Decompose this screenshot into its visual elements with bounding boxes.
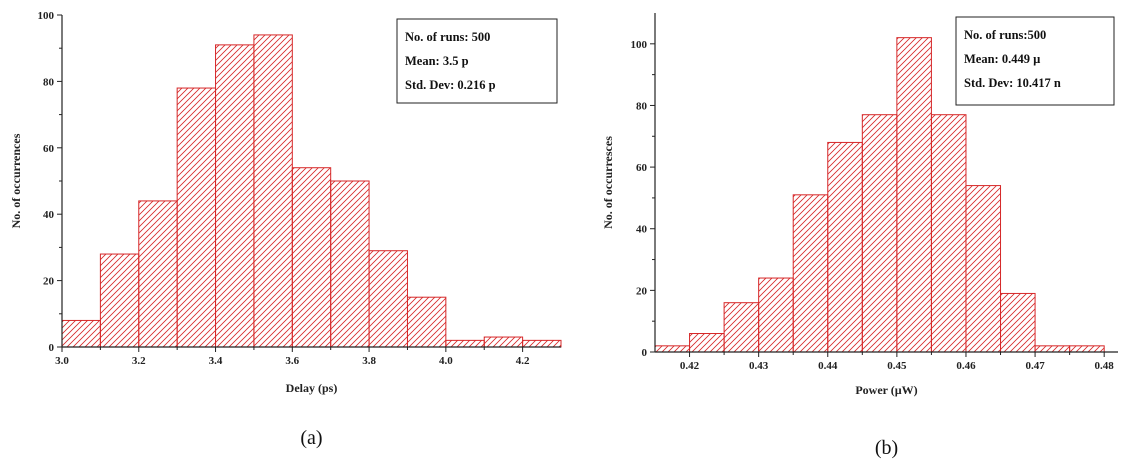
histogram-bar bbox=[99, 253, 140, 348]
stats-line: Std. Dev: 10.417 n bbox=[964, 76, 1061, 90]
y-tick-label: 80 bbox=[636, 100, 648, 112]
y-tick-label: 40 bbox=[636, 224, 648, 236]
histogram-bar bbox=[522, 339, 562, 348]
x-tick-label: 0.48 bbox=[1095, 360, 1115, 372]
stats-line: Mean: 3.5 p bbox=[405, 54, 469, 68]
histogram-bar bbox=[61, 319, 101, 348]
histogram-bar bbox=[827, 141, 863, 353]
x-tick-label: 0.46 bbox=[956, 360, 976, 372]
stats-line: Mean: 0.449 µ bbox=[964, 52, 1040, 66]
stats-box bbox=[396, 18, 558, 104]
histogram-bar bbox=[1069, 345, 1105, 353]
histogram-bar bbox=[792, 194, 829, 353]
x-tick-label: 4.0 bbox=[439, 355, 453, 367]
histogram-bar bbox=[330, 180, 370, 348]
x-axis-label: Delay (ps) bbox=[286, 381, 338, 395]
panel-label: (a) bbox=[300, 427, 322, 449]
y-tick-label: 80 bbox=[43, 76, 55, 88]
x-tick-label: 3.6 bbox=[285, 355, 299, 367]
histogram-bar bbox=[689, 333, 725, 353]
x-tick-label: 0.43 bbox=[749, 360, 769, 372]
y-tick-label: 0 bbox=[642, 347, 648, 359]
y-tick-label: 100 bbox=[38, 10, 55, 22]
histogram-bar bbox=[138, 200, 178, 348]
histogram-bar bbox=[965, 185, 1002, 353]
y-tick-label: 0 bbox=[49, 342, 55, 354]
y-axis-label: No. of occurresces bbox=[601, 136, 615, 229]
x-tick-label: 3.8 bbox=[362, 355, 376, 367]
x-axis-label: Power (µW) bbox=[855, 383, 917, 397]
x-tick-label: 0.45 bbox=[887, 360, 907, 372]
histogram-bar bbox=[1000, 292, 1036, 353]
histogram-bar bbox=[896, 37, 932, 353]
histogram-bar bbox=[861, 114, 898, 353]
x-tick-label: 3.0 bbox=[55, 355, 69, 367]
y-tick-label: 60 bbox=[636, 162, 648, 174]
y-tick-label: 60 bbox=[43, 143, 55, 155]
y-tick-label: 20 bbox=[43, 276, 55, 288]
histogram-bar bbox=[445, 339, 485, 348]
histogram-bar bbox=[1034, 345, 1071, 353]
histogram-bar bbox=[406, 296, 447, 348]
histogram-bar bbox=[291, 167, 332, 348]
histogram-bar bbox=[758, 277, 794, 353]
histogram-bar bbox=[253, 34, 293, 348]
x-tick-label: 0.44 bbox=[818, 360, 838, 372]
stats-line: No. of runs: 500 bbox=[405, 30, 490, 44]
histogram-bar bbox=[215, 44, 255, 348]
x-tick-label: 0.47 bbox=[1025, 360, 1045, 372]
histogram-bar bbox=[723, 302, 760, 353]
histogram-bar bbox=[368, 250, 408, 348]
x-tick-label: 0.42 bbox=[680, 360, 700, 372]
y-tick-label: 40 bbox=[43, 209, 55, 221]
histogram-bar bbox=[483, 336, 524, 348]
chart-a: 3.0 3.2 3.4 3.6 3.8 4.0 4.2 0 20 40 60 80 100 Delay (… bbox=[9, 10, 562, 449]
y-tick-label: 100 bbox=[631, 39, 648, 51]
histogram-bar bbox=[654, 345, 691, 353]
histogram-bar bbox=[176, 87, 217, 348]
x-tick-label: 4.2 bbox=[516, 355, 530, 367]
y-axis-label: No. of occurrences bbox=[9, 133, 23, 228]
panel-label: (b) bbox=[875, 437, 898, 459]
chart-b: 0.42 0.43 0.44 0.45 0.46 0.47 0.48 0 20 40 60 80 100… bbox=[601, 13, 1118, 459]
y-tick-label: 20 bbox=[636, 285, 648, 297]
x-tick-label: 3.4 bbox=[209, 355, 223, 367]
x-tick-label: 3.2 bbox=[132, 355, 146, 367]
stats-box bbox=[955, 16, 1115, 106]
stats-line: No. of runs:500 bbox=[964, 28, 1046, 42]
stats-line: Std. Dev: 0.216 p bbox=[405, 78, 496, 92]
histogram-bar bbox=[930, 114, 967, 353]
